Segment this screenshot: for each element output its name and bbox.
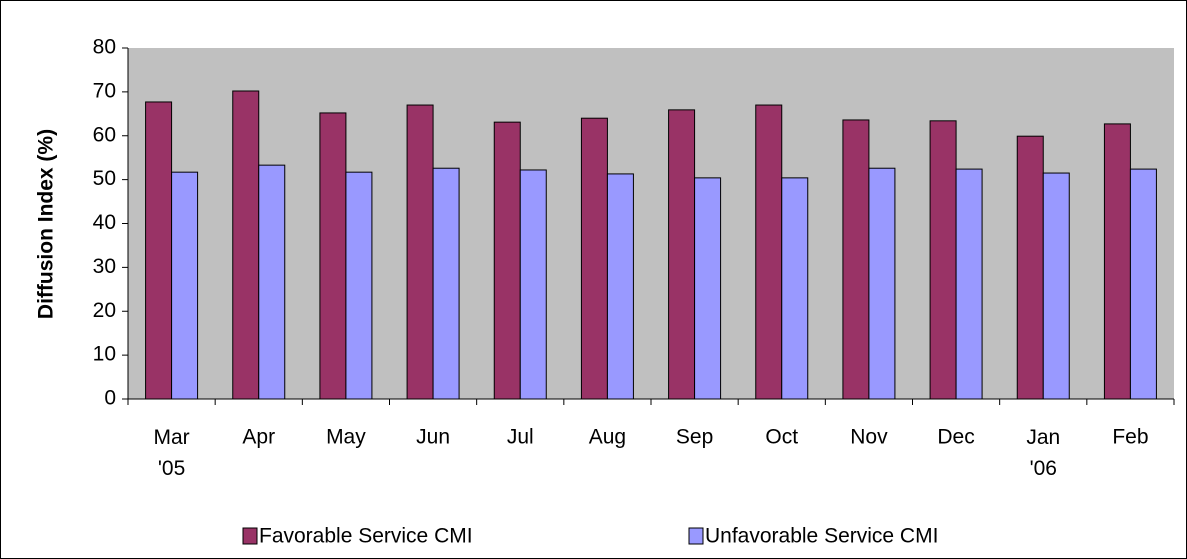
y-tick-label: 50 [93,167,116,190]
x-tick-label-line: '05 [158,457,185,480]
x-tick-label: Sep [676,426,713,449]
x-tick-label: Mar '05 [153,426,189,480]
x-tick-label: Dec [937,426,974,449]
bar [606,173,634,400]
plot-area [128,48,1174,399]
bar [519,169,547,400]
legend-swatch [688,527,704,545]
bar [755,104,783,400]
y-tick-label: 40 [93,211,116,234]
legend-swatch [242,527,258,545]
x-tick-label-line: Mar [153,426,189,449]
x-tick-label: Oct [765,426,798,449]
bar [345,171,373,400]
bar [868,167,896,400]
legend-label: Favorable Service CMI [259,525,473,548]
x-tick-label: Feb [1112,426,1148,449]
bar [432,167,460,400]
bar [232,90,260,400]
y-tick-label: 70 [93,79,116,102]
bar [1103,123,1131,400]
y-tick-label: 10 [93,343,116,366]
y-tick-label: 60 [93,123,116,146]
bar [1129,168,1157,400]
x-tick-label: Apr [242,426,275,449]
x-tick-label: Aug [589,426,626,449]
bar [1016,135,1044,400]
bar [781,177,809,400]
x-tick-label: May [326,426,366,449]
bar [145,101,173,400]
bar [580,117,608,400]
bar [319,112,347,400]
bar [258,164,286,400]
bar [406,104,434,400]
bar [171,171,199,400]
y-axis-title: Diffusion Index (%) [35,129,58,319]
y-tick-label: 0 [104,387,116,410]
x-tick-label: Jan '06 [1026,426,1060,480]
x-tick-label-line: Jan [1026,426,1060,449]
x-tick-label: Jun [416,426,450,449]
bar [493,121,521,400]
bar [955,168,983,400]
bar [668,109,696,400]
x-tick-label-line: '06 [1030,457,1057,480]
x-tick-label: Jul [507,426,534,449]
y-tick-label: 80 [93,36,116,59]
y-tick-label: 30 [93,255,116,278]
bar [929,120,957,400]
legend-label: Unfavorable Service CMI [705,525,938,548]
x-tick-label: Nov [850,426,888,449]
bar [842,119,870,400]
bar [694,177,722,400]
bar [1042,172,1070,400]
y-tick-label: 20 [93,299,116,322]
